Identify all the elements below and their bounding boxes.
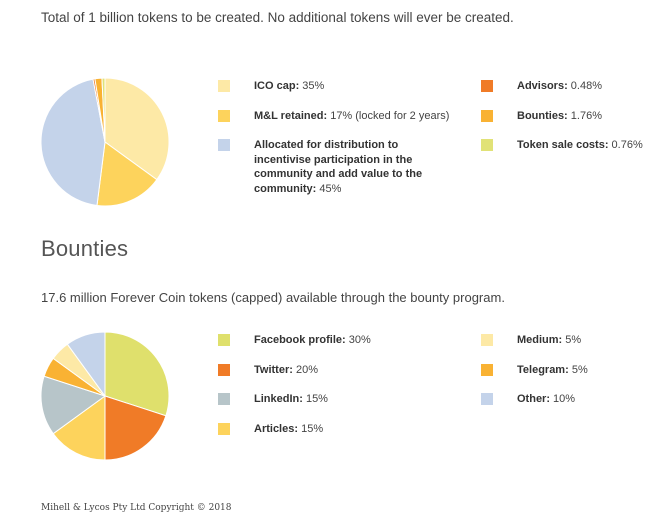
token-supply-intro: Total of 1 billion tokens to be created.… xyxy=(41,10,514,25)
legend-value: 30% xyxy=(345,334,371,346)
legend-item-telegram: Telegram: 5% xyxy=(481,363,651,378)
legend-item-twitter: Twitter: 20% xyxy=(218,363,463,378)
pie-slice-twitter xyxy=(104,395,167,461)
legend-label: LinkedIn: xyxy=(254,393,303,405)
legend-label: Twitter: xyxy=(254,363,293,376)
legend-value: 35% xyxy=(299,80,325,92)
pie-slice-ico xyxy=(104,77,170,181)
legend-item-ico-cap: ICO cap: 35% xyxy=(218,79,463,94)
legend-item-other: Other: 10% xyxy=(481,392,651,407)
legend-value: 45% xyxy=(316,182,342,195)
pie-slice-articles xyxy=(52,395,106,461)
legend-label: Token sale costs: xyxy=(517,139,609,151)
legend-label: Facebook profile: xyxy=(254,334,346,346)
token-distribution-legend-col2: Advisors: 0.48% Bounties: 1.76% Token sa… xyxy=(481,79,651,153)
legend-label: Other: xyxy=(517,393,550,405)
legend-item-community-allocation: Allocated for distribution to incentivis… xyxy=(218,138,463,196)
legend-label: M&L retained: xyxy=(254,109,328,122)
legend-swatch xyxy=(218,139,230,151)
legend-swatch xyxy=(481,334,493,346)
copyright-footer: Mihell & Lycos Pty Ltd Copyright © 2018 xyxy=(41,503,232,513)
legend-item-articles: Articles: 15% xyxy=(218,422,463,437)
pie-slice-facebook xyxy=(104,331,170,417)
legend-item-bounties: Bounties: 1.76% xyxy=(481,109,651,124)
legend-value: 17% (locked for 2 years) xyxy=(327,109,450,122)
legend-value: 15% xyxy=(298,422,324,435)
legend-swatch xyxy=(481,109,493,122)
legend-swatch xyxy=(481,393,493,405)
legend-label: Allocated for distribution to incentivis… xyxy=(254,139,423,195)
legend-label: ICO cap: xyxy=(254,80,300,92)
token-distribution-legend-col1: ICO cap: 35% M&L retained: 17% (locked f… xyxy=(218,79,463,196)
legend-swatch xyxy=(481,363,493,376)
pie-slice-ml xyxy=(96,141,158,207)
legend-item-token-sale-costs: Token sale costs: 0.76% xyxy=(481,138,651,153)
legend-item-facebook-profile: Facebook profile: 30% xyxy=(218,333,463,348)
legend-item-advisors: Advisors: 0.48% xyxy=(481,79,651,94)
legend-item-medium: Medium: 5% xyxy=(481,333,651,348)
legend-value: 0.76% xyxy=(608,139,643,151)
legend-label: Telegram: xyxy=(517,363,569,376)
legend-item-ml-retained: M&L retained: 17% (locked for 2 years) xyxy=(218,109,463,124)
pie-slice-other xyxy=(66,331,106,398)
legend-label: Advisors: xyxy=(517,80,568,92)
legend-swatch xyxy=(218,422,230,435)
bounty-legend-col2: Medium: 5% Telegram: 5% Other: 10% xyxy=(481,333,651,407)
legend-value: 10% xyxy=(550,393,576,405)
legend-value: 20% xyxy=(292,363,318,376)
legend-value: 5% xyxy=(562,334,582,346)
bounties-heading: Bounties xyxy=(41,236,129,261)
pie-slice-token xyxy=(101,77,106,143)
legend-swatch xyxy=(218,109,230,122)
legend-label: Articles: xyxy=(254,422,299,435)
bounty-program-pie-chart xyxy=(40,331,170,461)
legend-value: 5% xyxy=(568,363,588,376)
legend-swatch xyxy=(481,139,493,151)
legend-item-linkedin: LinkedIn: 15% xyxy=(218,392,463,407)
legend-swatch xyxy=(218,363,230,376)
legend-swatch xyxy=(481,80,493,92)
legend-swatch xyxy=(218,334,230,346)
pie-slice-linkedin xyxy=(40,375,107,435)
bounty-legend-col1: Facebook profile: 30% Twitter: 20% Linke… xyxy=(218,333,463,436)
legend-value: 1.76% xyxy=(567,109,602,122)
legend-value: 0.48% xyxy=(567,80,602,92)
legend-value: 15% xyxy=(302,393,328,405)
legend-swatch xyxy=(218,80,230,92)
legend-swatch xyxy=(218,393,230,405)
pie-slice-allocated xyxy=(40,78,106,207)
token-distribution-pie-chart xyxy=(40,77,170,207)
legend-label: Bounties: xyxy=(517,109,568,122)
bounties-intro: 17.6 million Forever Coin tokens (capped… xyxy=(41,290,505,305)
legend-label: Medium: xyxy=(517,334,563,346)
